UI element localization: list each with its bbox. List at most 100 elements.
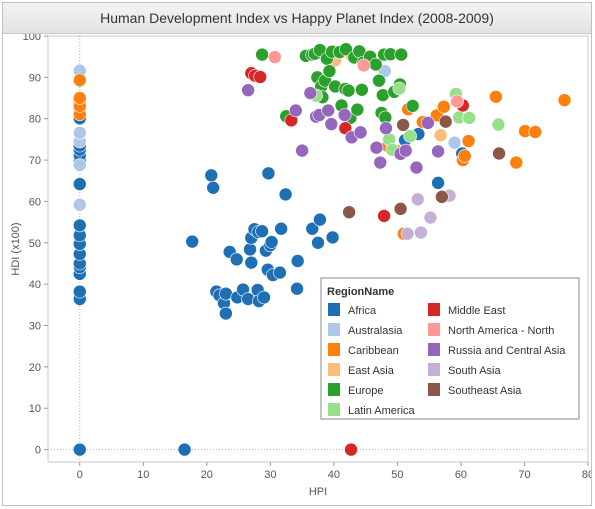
legend-entry-label: North America - North — [448, 325, 554, 337]
data-point — [72, 158, 87, 172]
legend-entry-label: Southeast Asia — [448, 385, 522, 397]
data-point — [489, 89, 503, 104]
data-point — [393, 202, 408, 216]
data-point — [431, 176, 445, 190]
data-point — [461, 134, 476, 148]
legend-entry-label: South Asia — [448, 365, 501, 377]
legend-title: RegionName — [327, 286, 394, 298]
legend-box — [320, 277, 580, 420]
legend-entry-label: Australasia — [348, 325, 403, 337]
data-point — [431, 144, 445, 159]
data-point — [303, 86, 318, 100]
y-tick-label: 60 — [29, 196, 41, 208]
data-point — [369, 140, 384, 155]
y-tick-label: 50 — [29, 238, 41, 250]
data-point — [450, 94, 464, 109]
data-point — [255, 47, 269, 62]
legend-swatch — [428, 363, 440, 376]
legend-entry-label: East Asia — [348, 365, 395, 377]
legend-swatch — [428, 303, 440, 316]
legend-entry-label: Africa — [348, 305, 377, 317]
legend-swatch — [328, 363, 340, 376]
data-point — [557, 93, 572, 107]
data-point — [313, 212, 327, 227]
legend-swatch — [328, 323, 340, 336]
data-point — [350, 102, 365, 117]
data-point — [436, 99, 451, 114]
data-point — [257, 290, 271, 305]
y-tick-label: 90 — [29, 72, 41, 84]
data-point — [457, 149, 472, 163]
data-point — [409, 160, 424, 175]
data-point — [339, 42, 353, 57]
data-point — [264, 235, 279, 249]
data-point — [438, 114, 453, 129]
legend-entry-label: Caribbean — [348, 345, 399, 357]
data-point — [72, 218, 87, 233]
legend-swatch — [428, 383, 440, 396]
y-tick-label: 30 — [29, 321, 41, 333]
legend-swatch — [328, 343, 340, 356]
data-point — [206, 180, 220, 195]
data-point — [394, 47, 409, 62]
data-point — [398, 143, 413, 158]
data-point — [325, 230, 340, 245]
data-point — [324, 117, 339, 131]
data-point — [72, 284, 87, 299]
data-point — [379, 121, 393, 136]
data-point — [185, 234, 200, 249]
x-tick-label: 50 — [391, 469, 403, 481]
x-tick-label: 20 — [201, 469, 213, 481]
legend-swatch — [328, 383, 340, 396]
x-tick-label: 70 — [518, 469, 530, 481]
x-axis-label: HPI — [309, 486, 327, 498]
data-point — [341, 83, 356, 98]
data-point — [528, 125, 543, 139]
data-point — [278, 187, 293, 202]
data-point — [72, 73, 87, 88]
legend-entry-label: Middle East — [448, 305, 505, 317]
legend-entry-label: Russia and Central Asia — [448, 345, 566, 357]
data-point — [396, 118, 410, 132]
data-point — [311, 235, 325, 250]
data-point — [322, 64, 337, 78]
legend-swatch — [428, 323, 440, 336]
data-point — [344, 442, 358, 457]
data-point — [414, 225, 428, 240]
data-point — [290, 254, 305, 268]
x-tick-label: 80 — [582, 469, 591, 481]
data-point — [261, 166, 276, 181]
legend-swatch — [328, 303, 340, 316]
data-point — [491, 117, 506, 132]
data-point — [72, 91, 87, 105]
data-point — [290, 281, 304, 296]
data-point — [375, 88, 390, 102]
data-point — [392, 81, 407, 96]
data-point — [462, 111, 477, 125]
legend-swatch — [328, 403, 340, 416]
y-tick-label: 100 — [23, 34, 41, 43]
data-point — [243, 242, 257, 257]
data-point — [492, 146, 506, 161]
data-point — [410, 192, 425, 207]
data-point — [253, 70, 267, 84]
data-point — [405, 99, 420, 113]
data-point — [373, 155, 388, 170]
chart-title: Human Development Index vs Happy Planet … — [100, 10, 494, 26]
data-point — [372, 73, 386, 88]
data-point — [72, 197, 87, 212]
data-point — [204, 168, 219, 183]
data-point — [177, 442, 192, 457]
x-tick-label: 60 — [455, 469, 467, 481]
x-tick-label: 40 — [328, 469, 340, 481]
data-point — [72, 125, 87, 140]
data-point — [423, 210, 438, 225]
data-point — [267, 50, 282, 64]
data-point — [274, 221, 288, 236]
data-point — [219, 306, 233, 321]
legend-swatch — [428, 343, 440, 356]
data-point — [509, 155, 524, 170]
data-point — [295, 143, 309, 158]
data-point — [353, 125, 368, 140]
